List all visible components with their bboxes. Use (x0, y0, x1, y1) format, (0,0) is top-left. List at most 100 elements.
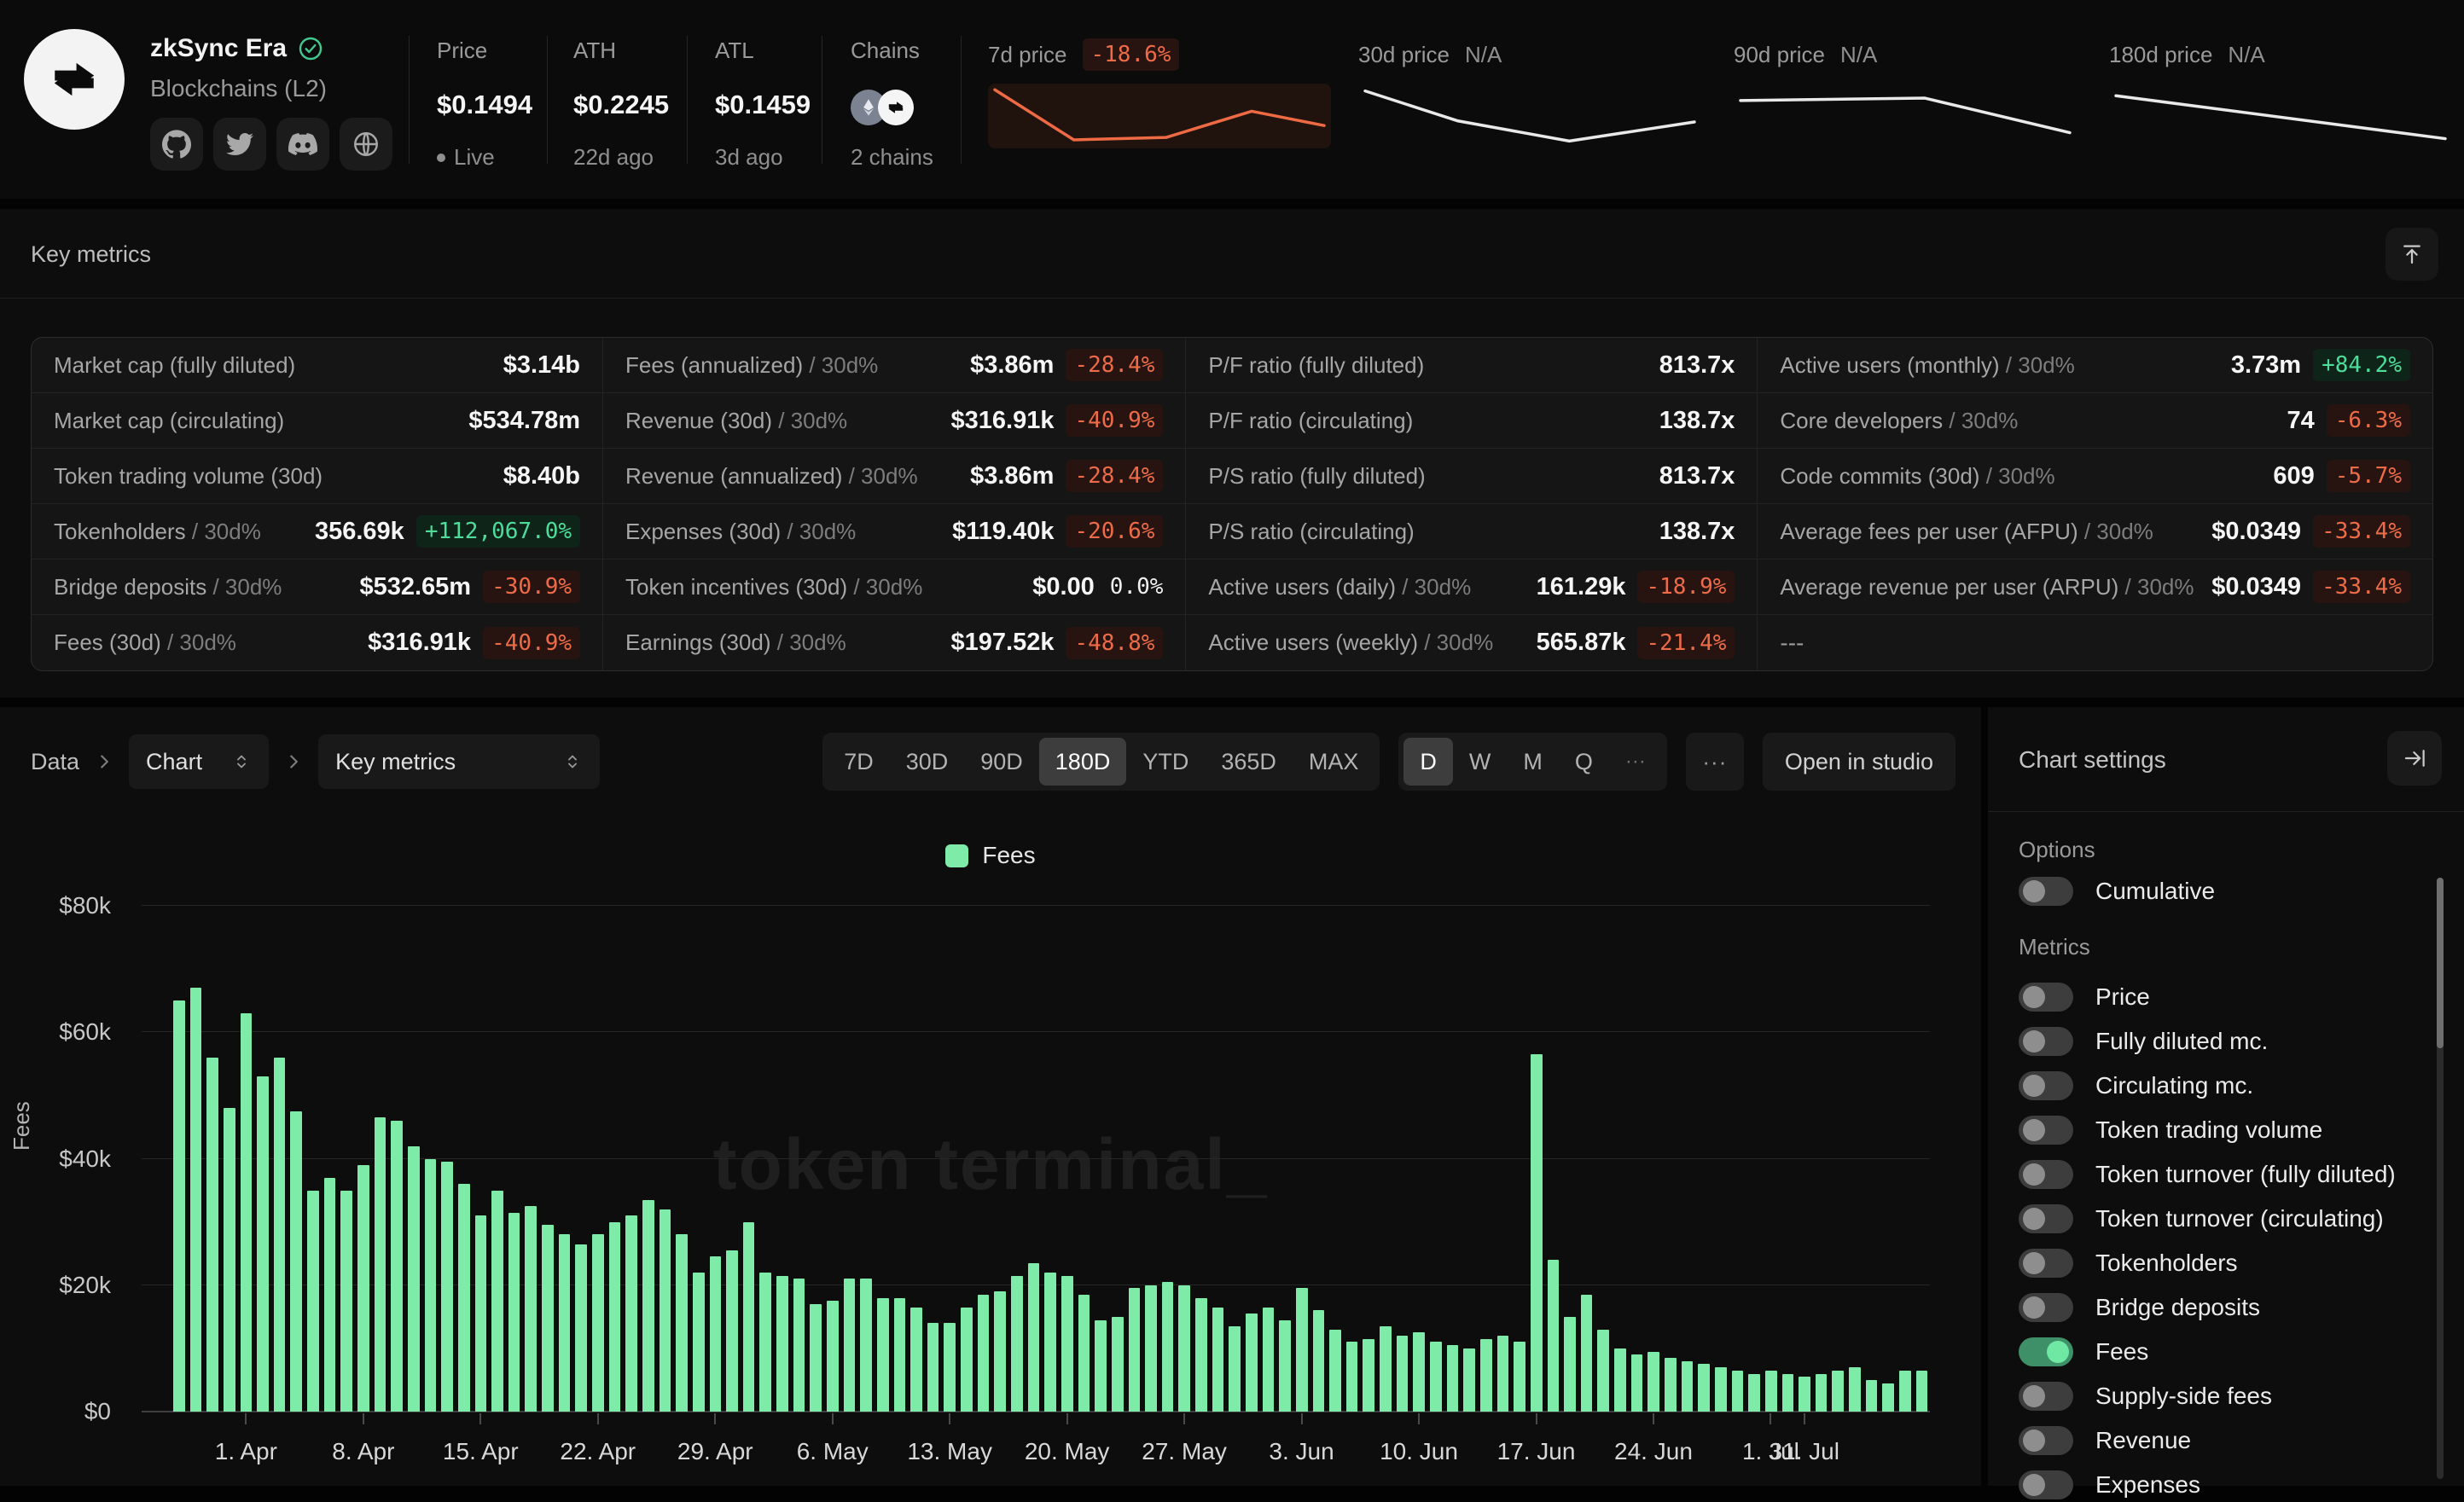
metric-cell[interactable]: P/S ratio (circulating) 138.7x (1186, 504, 1758, 560)
metric-cell[interactable]: Fees (annualized) / 30d% $3.86m -28.4% (603, 338, 1186, 393)
chart-bar[interactable] (457, 1184, 470, 1412)
chart-bar[interactable] (1212, 1307, 1224, 1412)
metric-cell[interactable]: Expenses (30d) / 30d% $119.40k -20.6% (603, 504, 1186, 560)
chart-bar[interactable] (307, 1190, 319, 1412)
tokenholders-toggle[interactable] (2019, 1249, 2073, 1278)
chart-bar[interactable] (1044, 1272, 1056, 1412)
metric-cell[interactable]: --- (1758, 615, 2432, 670)
chart-bar[interactable] (1514, 1342, 1525, 1412)
chart-bar[interactable] (1463, 1348, 1475, 1412)
token-turnover-circulating--toggle[interactable] (2019, 1204, 2073, 1233)
chart-bar[interactable] (1496, 1336, 1509, 1412)
chart-bar[interactable] (910, 1307, 922, 1412)
metric-cell[interactable]: Average fees per user (AFPU) / 30d% $0.03… (1758, 504, 2432, 560)
range-button-180D[interactable]: 180D (1038, 738, 1127, 786)
chart-bar[interactable] (1312, 1310, 1325, 1412)
chart-bar[interactable] (1279, 1319, 1291, 1412)
chart-bar[interactable] (206, 1057, 218, 1412)
metric-cell[interactable]: Code commits (30d) / 30d% 609 -5.7% (1758, 449, 2432, 504)
chart-bar[interactable] (742, 1221, 755, 1412)
chart-bar[interactable] (1614, 1348, 1626, 1412)
chart-bar[interactable] (391, 1121, 403, 1412)
metric-cell[interactable]: Active users (weekly) / 30d% 565.87k -21.4… (1186, 615, 1757, 670)
chart-bar[interactable] (290, 1111, 303, 1412)
chart-bar[interactable] (1413, 1332, 1426, 1412)
chart-bar[interactable] (826, 1301, 839, 1412)
chart-bar[interactable] (374, 1117, 386, 1412)
chart-bar[interactable] (893, 1297, 906, 1412)
chart-bar[interactable] (323, 1177, 336, 1412)
range-button-MAX[interactable]: MAX (1308, 748, 1359, 774)
fully-diluted-mc--toggle[interactable] (2019, 1027, 2073, 1056)
sidebar-scrollbar-track[interactable] (2437, 878, 2444, 1479)
metric-cell[interactable]: Active users (monthly) / 30d% 3.73m +84.2% (1758, 338, 2432, 393)
chart-bar[interactable] (608, 1221, 621, 1412)
chart-bar[interactable] (1095, 1319, 1107, 1412)
supply-side-fees-toggle[interactable] (2019, 1382, 2073, 1411)
chart-bar[interactable] (1597, 1329, 1610, 1412)
website-link[interactable] (340, 118, 392, 171)
chart-bar[interactable] (575, 1244, 588, 1412)
metric-cell[interactable]: Market cap (circulating) $534.78m (32, 393, 602, 449)
chart-bar[interactable] (474, 1215, 487, 1412)
discord-link[interactable] (276, 118, 329, 171)
token-trading-volume-toggle[interactable] (2019, 1116, 2073, 1145)
chart-bar[interactable] (508, 1212, 520, 1412)
chart-bar[interactable] (273, 1057, 286, 1412)
chart-bar[interactable] (240, 1013, 253, 1412)
metric-cell[interactable]: Core developers / 30d% 74 -6.3% (1758, 393, 2432, 449)
chart-bar[interactable] (1345, 1342, 1358, 1412)
chart-bar[interactable] (810, 1304, 822, 1412)
chart-bar[interactable] (1246, 1314, 1258, 1412)
chart-bar[interactable] (1430, 1342, 1442, 1412)
collapse-panel-button[interactable] (2386, 228, 2438, 281)
chart-bar[interactable] (257, 1076, 269, 1412)
chart-bar[interactable] (1630, 1354, 1643, 1412)
chart-bar[interactable] (1865, 1379, 1878, 1412)
metric-cell[interactable]: P/F ratio (fully diluted) 813.7x (1186, 338, 1758, 393)
chart-bar[interactable] (1665, 1358, 1677, 1412)
chart-bar[interactable] (1764, 1370, 1777, 1412)
chart-bar[interactable] (1832, 1370, 1845, 1412)
chart-bar[interactable] (1011, 1275, 1023, 1412)
chart-bar[interactable] (357, 1164, 369, 1412)
chart-bar[interactable] (1295, 1288, 1308, 1412)
metric-cell[interactable]: Earnings (30d) / 30d% $197.52k -48.8% (603, 615, 1185, 670)
chart-bar[interactable] (1128, 1288, 1141, 1412)
chart-bar[interactable] (1799, 1377, 1810, 1412)
range-button-365D[interactable]: 365D (1221, 748, 1276, 774)
chart-bar[interactable] (676, 1234, 688, 1412)
chart-bar[interactable] (525, 1206, 538, 1412)
chart-bar[interactable] (223, 1108, 235, 1412)
chart-bar[interactable] (542, 1225, 554, 1412)
metric-cell[interactable]: Revenue (annualized) / 30d% $3.86m -28.4% (603, 449, 1186, 504)
chart-bar[interactable] (843, 1279, 856, 1412)
chart-legend[interactable]: Fees (0, 842, 1981, 869)
freq-button-W[interactable]: W (1468, 748, 1491, 774)
metric-cell[interactable]: Token incentives (30d) / 30d% $0.00 0.0% (603, 560, 1186, 615)
chart-bar[interactable] (1195, 1297, 1207, 1412)
chart-bar[interactable] (407, 1145, 420, 1412)
chart-bar[interactable] (927, 1323, 939, 1412)
metric-cell[interactable]: Bridge deposits / 30d% $532.65m -30.9% (32, 560, 602, 615)
metric-cell[interactable]: Fees (30d) / 30d% $316.91k -40.9% (32, 615, 602, 670)
chart-bar[interactable] (1648, 1351, 1660, 1412)
chart-bar[interactable] (1681, 1360, 1694, 1412)
metric-cell[interactable]: Revenue (30d) / 30d% $316.91k -40.9% (603, 393, 1186, 449)
chart-bar[interactable] (1849, 1367, 1861, 1412)
chart-bar[interactable] (1078, 1294, 1090, 1412)
chart-bar[interactable] (776, 1275, 788, 1412)
chart-bar[interactable] (1380, 1325, 1392, 1412)
freq-button-···[interactable]: ··· (1624, 750, 1646, 773)
metric-cell[interactable]: Token trading volume (30d) $8.40b (32, 449, 602, 504)
circulating-mc--toggle[interactable] (2019, 1071, 2073, 1100)
chart-bar[interactable] (424, 1158, 437, 1412)
chart-bar[interactable] (793, 1279, 805, 1412)
chart-bar[interactable] (1748, 1373, 1760, 1412)
chart-bar[interactable] (1781, 1373, 1794, 1412)
twitter-link[interactable] (213, 118, 266, 171)
range-button-YTD[interactable]: YTD (1142, 748, 1189, 774)
chart-bar[interactable] (1698, 1364, 1710, 1412)
chart-bar[interactable] (1898, 1370, 1911, 1412)
chart-bar[interactable] (1915, 1370, 1928, 1412)
